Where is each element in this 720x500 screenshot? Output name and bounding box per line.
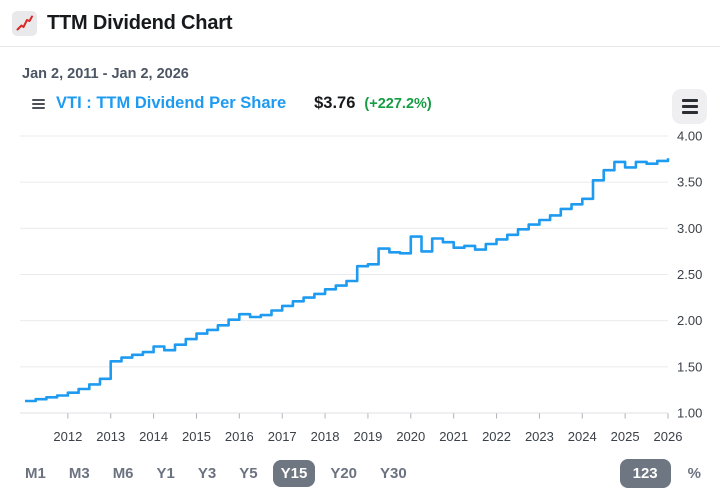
y-axis-label: 2.50 [677,267,702,282]
x-axis-label: 2021 [439,429,468,444]
x-axis-label: 2013 [96,429,125,444]
page-title: TTM Dividend Chart [47,11,233,34]
hamburger-icon [681,99,698,102]
x-axis-label: 2017 [268,429,297,444]
x-axis-label: 2024 [568,429,597,444]
range-button-group: M1 M3 M6 Y1 Y3 Y5 Y15 Y20 Y30 [17,459,415,487]
range-button-Y15[interactable]: Y15 [272,459,316,487]
range-button-Y3[interactable]: Y3 [190,460,224,487]
range-toolbar: M1 M3 M6 Y1 Y3 Y5 Y15 Y20 Y30 123% [0,451,720,495]
range-button-Y5[interactable]: Y5 [231,460,265,487]
series-change: (+227.2%) [364,96,432,112]
chart-line-icon [12,10,37,36]
chart-line-icon-glyph [16,15,33,30]
chart-menu-button[interactable] [672,89,707,124]
range-button-Y30[interactable]: Y30 [372,460,415,487]
display-mode-button-percent[interactable]: % [686,460,703,487]
x-axis-label: 2019 [353,429,382,444]
y-axis-label: 1.50 [677,359,702,374]
legend-row: VTI : TTM Dividend Per Share $3.76 (+227… [32,94,432,113]
x-axis-label: 2023 [525,429,554,444]
y-axis-label: 3.50 [677,175,702,190]
series-value: $3.76 [314,94,356,112]
range-button-Y1[interactable]: Y1 [149,460,183,487]
x-axis-label: 2012 [53,429,82,444]
range-button-M6[interactable]: M6 [105,460,142,487]
title-bar: TTM Dividend Chart [0,0,720,47]
display-mode-group: 123% [619,458,703,488]
display-mode-button-123[interactable]: 123 [619,458,671,488]
x-axis-label: 2016 [225,429,254,444]
x-axis-label: 2025 [611,429,640,444]
y-axis-label: 1.00 [677,406,702,421]
y-axis-label: 2.00 [677,313,702,328]
y-axis-label: 4.00 [677,129,702,144]
date-range: Jan 2, 2011 - Jan 2, 2026 [22,66,189,82]
x-axis-label: 2026 [654,429,683,444]
series-options-icon[interactable] [32,97,45,111]
x-axis-label: 2015 [182,429,211,444]
dividend-step-line [25,158,670,403]
series-label[interactable]: VTI : TTM Dividend Per Share [56,94,287,112]
x-axis-label: 2020 [396,429,425,444]
range-button-M1[interactable]: M1 [17,460,54,487]
x-axis-label: 2018 [311,429,340,444]
x-axis-label: 2014 [139,429,168,444]
y-axis-label: 3.00 [677,221,702,236]
x-axis-label: 2022 [482,429,511,444]
range-button-Y20[interactable]: Y20 [322,460,365,487]
range-button-M3[interactable]: M3 [61,460,98,487]
